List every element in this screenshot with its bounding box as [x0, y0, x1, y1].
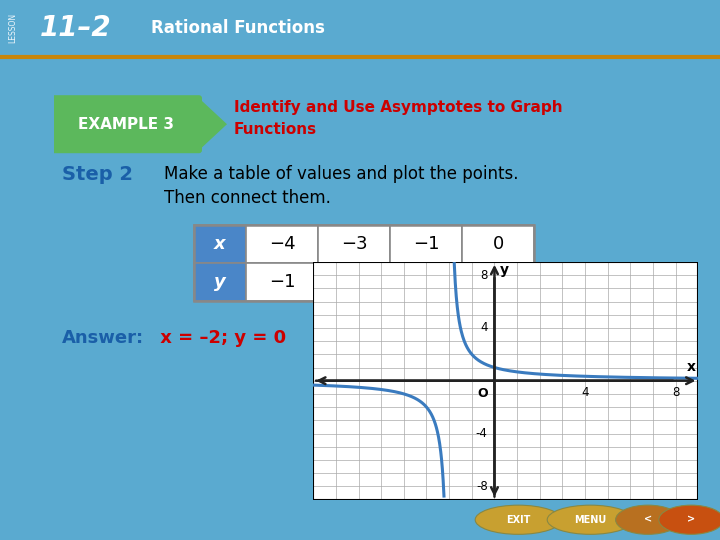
Text: 8: 8 — [480, 268, 487, 281]
Text: Then connect them.: Then connect them. — [164, 189, 331, 207]
Text: Answer:: Answer: — [62, 329, 144, 347]
Text: 2: 2 — [420, 273, 432, 291]
Bar — [194, 225, 534, 301]
Text: −3: −3 — [341, 235, 367, 253]
Text: EXAMPLE 3: EXAMPLE 3 — [78, 117, 174, 132]
Text: -4: -4 — [476, 427, 487, 440]
Ellipse shape — [547, 505, 634, 535]
Text: 0: 0 — [492, 235, 503, 253]
Text: EXIT: EXIT — [506, 515, 531, 525]
Bar — [390, 225, 462, 263]
Text: O: O — [477, 387, 487, 400]
Ellipse shape — [659, 505, 720, 535]
Text: Make a table of values and plot the points.: Make a table of values and plot the poin… — [164, 165, 518, 183]
Text: 4: 4 — [480, 321, 487, 334]
Bar — [318, 225, 390, 263]
Text: LESSON: LESSON — [9, 13, 17, 43]
Text: x: x — [214, 235, 226, 253]
Text: −4: −4 — [269, 235, 295, 253]
Text: Identify and Use Asymptotes to Graph: Identify and Use Asymptotes to Graph — [234, 100, 562, 115]
Text: 11–2: 11–2 — [40, 14, 111, 42]
Text: x = –2; y = 0: x = –2; y = 0 — [154, 329, 286, 347]
Polygon shape — [199, 98, 227, 150]
Ellipse shape — [616, 505, 680, 535]
Text: Step 2: Step 2 — [62, 165, 133, 184]
Text: y: y — [500, 263, 509, 277]
Text: <: < — [644, 515, 652, 525]
Bar — [246, 263, 318, 301]
Text: y: y — [214, 273, 226, 291]
Text: −2: −2 — [341, 273, 367, 291]
Text: Functions: Functions — [234, 122, 317, 137]
Bar — [390, 263, 462, 301]
Text: Rational Functions: Rational Functions — [151, 19, 325, 37]
Text: >: > — [687, 515, 696, 525]
Text: −1: −1 — [413, 235, 439, 253]
Text: 1: 1 — [492, 273, 504, 291]
Text: -8: -8 — [476, 480, 487, 493]
FancyBboxPatch shape — [51, 95, 202, 153]
Bar — [246, 225, 318, 263]
Text: 8: 8 — [672, 386, 680, 399]
Text: 4: 4 — [581, 386, 589, 399]
Bar — [462, 263, 534, 301]
Ellipse shape — [475, 505, 562, 535]
Text: MENU: MENU — [575, 515, 606, 525]
Bar — [194, 263, 246, 301]
Bar — [318, 263, 390, 301]
Text: x: x — [687, 360, 696, 374]
Text: −1: −1 — [269, 273, 295, 291]
Bar — [194, 225, 246, 263]
Bar — [462, 225, 534, 263]
